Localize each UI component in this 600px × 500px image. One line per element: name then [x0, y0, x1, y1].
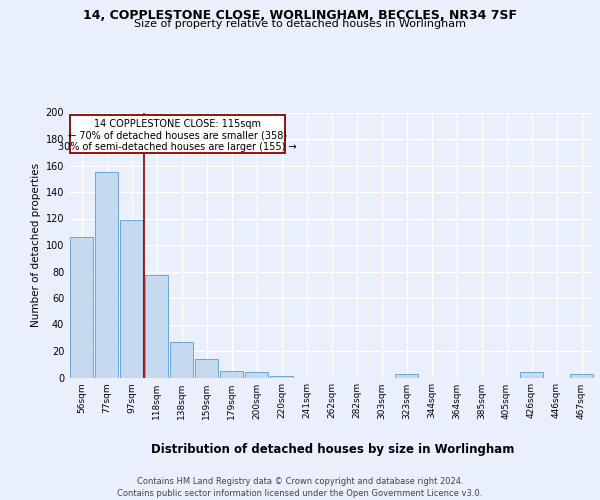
Text: 14 COPPLESTONE CLOSE: 115sqm: 14 COPPLESTONE CLOSE: 115sqm — [94, 119, 261, 129]
Bar — [520, 372, 543, 378]
Text: Size of property relative to detached houses in Worlingham: Size of property relative to detached ho… — [134, 19, 466, 29]
Bar — [170, 342, 193, 378]
Text: Contains HM Land Registry data © Crown copyright and database right 2024.
Contai: Contains HM Land Registry data © Crown c… — [118, 476, 482, 498]
Text: 30% of semi-detached houses are larger (155) →: 30% of semi-detached houses are larger (… — [58, 142, 296, 152]
Bar — [570, 374, 593, 378]
Bar — [220, 371, 243, 378]
Bar — [245, 372, 268, 378]
Bar — [95, 172, 118, 378]
Text: 14, COPPLESTONE CLOSE, WORLINGHAM, BECCLES, NR34 7SF: 14, COPPLESTONE CLOSE, WORLINGHAM, BECCL… — [83, 9, 517, 22]
Bar — [395, 374, 418, 378]
Y-axis label: Number of detached properties: Number of detached properties — [31, 163, 41, 327]
Text: Distribution of detached houses by size in Worlingham: Distribution of detached houses by size … — [151, 444, 515, 456]
Bar — [195, 359, 218, 378]
Bar — [145, 276, 168, 378]
Bar — [270, 376, 293, 378]
Bar — [70, 237, 93, 378]
Bar — [120, 220, 143, 378]
Text: ← 70% of detached houses are smaller (358): ← 70% of detached houses are smaller (35… — [68, 130, 287, 140]
